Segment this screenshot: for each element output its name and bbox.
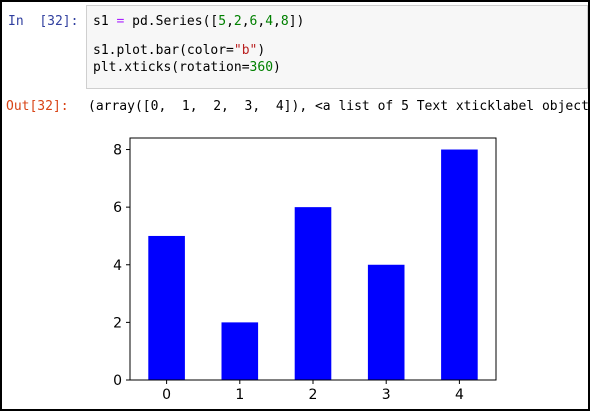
code-token: 8 (280, 14, 289, 29)
code-token: , (241, 14, 250, 29)
code-token: "b" (233, 43, 258, 58)
x-tick-label: 2 (309, 387, 318, 403)
input-prompt-label: In (8, 14, 24, 29)
y-tick-label: 6 (113, 200, 122, 216)
x-tick-label: 3 (382, 387, 391, 403)
code-cell-editor[interactable]: s1 = pd.Series([5,2,6,4,8]) s1.plot.bar(… (86, 5, 588, 89)
code-token: plt.xticks(rotation= (93, 60, 250, 75)
code-token: = (108, 14, 133, 29)
code-line-2: s1.plot.bar(color="b") (93, 42, 587, 59)
code-line-1: s1 = pd.Series([5,2,6,4,8]) (93, 13, 587, 30)
bar (367, 264, 405, 380)
output-text: (array([0, 1, 2, 3, 4]), <a list of 5 Te… (88, 99, 590, 114)
y-tick-label: 2 (113, 315, 122, 331)
code-token: 360 (249, 60, 274, 75)
code-token: 4 (265, 14, 274, 29)
y-tick-label: 8 (113, 143, 122, 159)
input-prompt: In [32]: (8, 14, 78, 29)
y-tick-label: 0 (113, 373, 122, 389)
y-tick-label: 4 (113, 258, 122, 274)
code-token: 6 (249, 14, 258, 29)
code-line-3: plt.xticks(rotation=360) (93, 59, 587, 76)
code-token: pd.Series([ (132, 14, 219, 29)
code-token: 5 (218, 14, 227, 29)
code-token: s1.plot.bar(color= (93, 43, 234, 58)
bar (441, 149, 478, 380)
x-tick-label: 1 (235, 387, 244, 403)
code-token: , (257, 14, 266, 29)
code-token: , (226, 14, 234, 29)
code-token: 2 (233, 14, 242, 29)
code-token: , (273, 14, 281, 29)
input-prompt-number: [32]: (39, 14, 79, 29)
code-token: s1 (93, 14, 109, 29)
code-token: ) (273, 60, 281, 75)
code-token: ]) (288, 14, 305, 29)
bar (221, 322, 259, 380)
bar (148, 235, 185, 380)
x-tick-label: 4 (455, 387, 464, 403)
output-prompt: Out[32]: (6, 99, 69, 114)
x-tick-label: 0 (162, 387, 171, 403)
bar (294, 207, 332, 380)
code-token: ) (257, 43, 266, 58)
